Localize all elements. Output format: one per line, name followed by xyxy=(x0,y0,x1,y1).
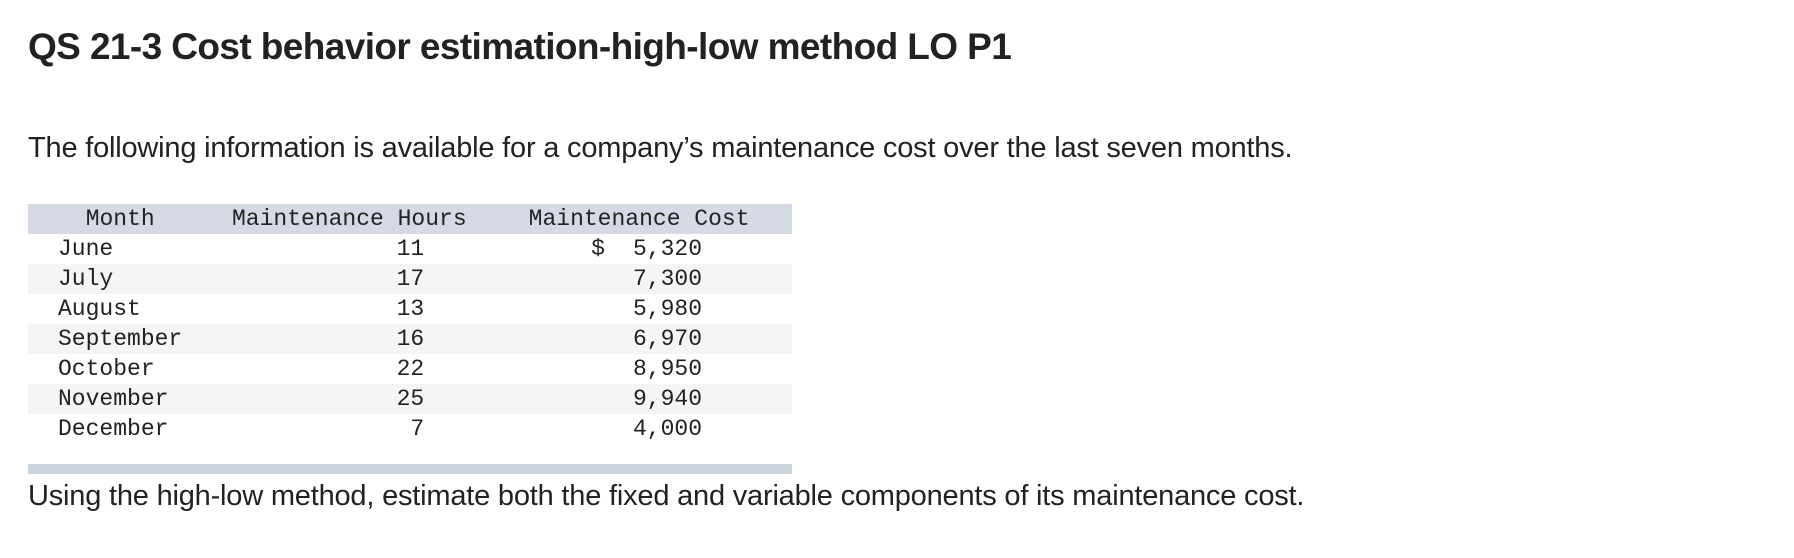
month-cell: October xyxy=(58,356,155,382)
table-header-row: Month Maintenance Hours Maintenance Cost xyxy=(28,204,792,234)
header-month: Month xyxy=(85,206,155,232)
cost-cell: $5,320 xyxy=(486,234,792,264)
table-row: November 25 9,940 xyxy=(28,384,792,414)
page-title: QS 21-3 Cost behavior estimation-high-lo… xyxy=(28,26,1012,67)
hours-cell: 7 xyxy=(410,416,425,442)
month-cell: August xyxy=(58,296,141,322)
hours-cell: 16 xyxy=(396,326,425,352)
table-row: October 22 8,950 xyxy=(28,354,792,384)
header-maintenance-cost: Maintenance Cost xyxy=(528,206,750,232)
month-cell: November xyxy=(58,386,169,412)
table-row: September 16 6,970 xyxy=(28,324,792,354)
cost-cell: 9,940 xyxy=(632,386,702,412)
hours-cell: 13 xyxy=(396,296,425,322)
maintenance-data-table: Month Maintenance Hours Maintenance Cost… xyxy=(28,204,792,464)
month-cell: December xyxy=(58,416,169,442)
hours-cell: 22 xyxy=(396,356,425,382)
month-cell: June xyxy=(58,236,114,262)
table-row: June 11 $5,320 xyxy=(28,234,792,264)
spacer-cell xyxy=(28,444,792,464)
hours-cell: 25 xyxy=(396,386,425,412)
maintenance-table: Month Maintenance Hours Maintenance Cost… xyxy=(28,204,792,474)
hours-cell: 17 xyxy=(396,266,425,292)
table-footer-bar xyxy=(28,464,792,474)
dollar-sign: $ xyxy=(591,236,605,262)
hours-cell: 11 xyxy=(396,236,425,262)
header-maintenance-hours: Maintenance Hours xyxy=(231,206,467,232)
table-row: July 17 7,300 xyxy=(28,264,792,294)
cost-value: 5,320 xyxy=(632,236,702,262)
table-spacer-row xyxy=(28,444,792,464)
question-text: Using the high-low method, estimate both… xyxy=(28,480,1305,512)
month-cell: July xyxy=(58,266,114,292)
month-cell: September xyxy=(58,326,183,352)
table-row: August 13 5,980 xyxy=(28,294,792,324)
cost-cell: 8,950 xyxy=(632,356,702,382)
table-row: December 7 4,000 xyxy=(28,414,792,444)
cost-cell: 6,970 xyxy=(632,326,702,352)
cost-cell: 5,980 xyxy=(632,296,702,322)
intro-text: The following information is available f… xyxy=(28,132,1293,164)
cost-cell: 4,000 xyxy=(632,416,702,442)
cost-cell: 7,300 xyxy=(632,266,702,292)
